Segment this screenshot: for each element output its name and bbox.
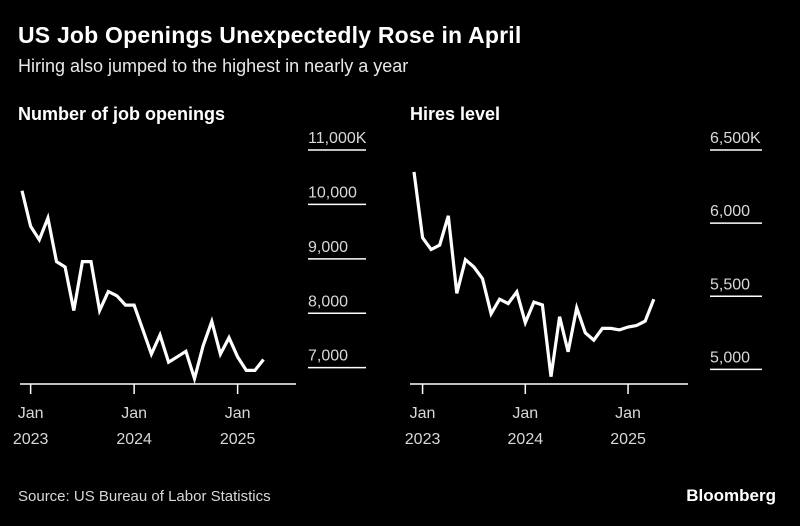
- x-tick-label-year: 2025: [610, 431, 646, 448]
- y-tick-label: 5,000: [710, 349, 750, 366]
- y-tick-label: 9,000: [308, 239, 348, 256]
- x-tick-label-month: Jan: [615, 405, 641, 422]
- hires-chart: 6,500K 6,000 5,500 5,000 Jan 2023 Jan 2024 Jan 20…: [405, 130, 762, 448]
- y-tick-label: 11,000K: [308, 130, 367, 147]
- x-tick-label-month: Jan: [18, 405, 44, 422]
- x-tick-label-year: 2024: [116, 431, 152, 448]
- bloomberg-logo: Bloomberg: [686, 486, 776, 505]
- y-tick-label: 6,000: [710, 203, 750, 220]
- chart-title: US Job Openings Unexpectedly Rose in Apr…: [18, 22, 522, 48]
- x-tick-label-year: 2024: [508, 431, 544, 448]
- y-tick-label: 5,500: [710, 276, 750, 293]
- chart-subtitle: Hiring also jumped to the highest in nea…: [18, 56, 409, 76]
- y-tick-label: 6,500K: [710, 130, 761, 147]
- x-tick-label-month: Jan: [512, 405, 538, 422]
- x-tick-label-month: Jan: [121, 405, 147, 422]
- x-tick-label-year: 2023: [13, 431, 49, 448]
- openings-panel-title: Number of job openings: [18, 104, 225, 124]
- hires-panel-title: Hires level: [410, 104, 501, 124]
- y-tick-label: 10,000: [308, 184, 357, 201]
- x-tick-label-year: 2023: [405, 431, 441, 448]
- series-line: [412, 171, 656, 377]
- openings-chart: 11,000K 10,000 9,000 8,000 7,000 Jan 2023 Jan 20…: [13, 130, 367, 448]
- x-tick-label-year: 2025: [220, 431, 256, 448]
- x-tick-label-month: Jan: [410, 405, 436, 422]
- y-tick-label: 7,000: [308, 348, 348, 365]
- x-tick-label-month: Jan: [225, 405, 251, 422]
- source-note: Source: US Bureau of Labor Statistics: [18, 488, 271, 505]
- y-tick-label: 8,000: [308, 293, 348, 310]
- series-line: [20, 190, 265, 385]
